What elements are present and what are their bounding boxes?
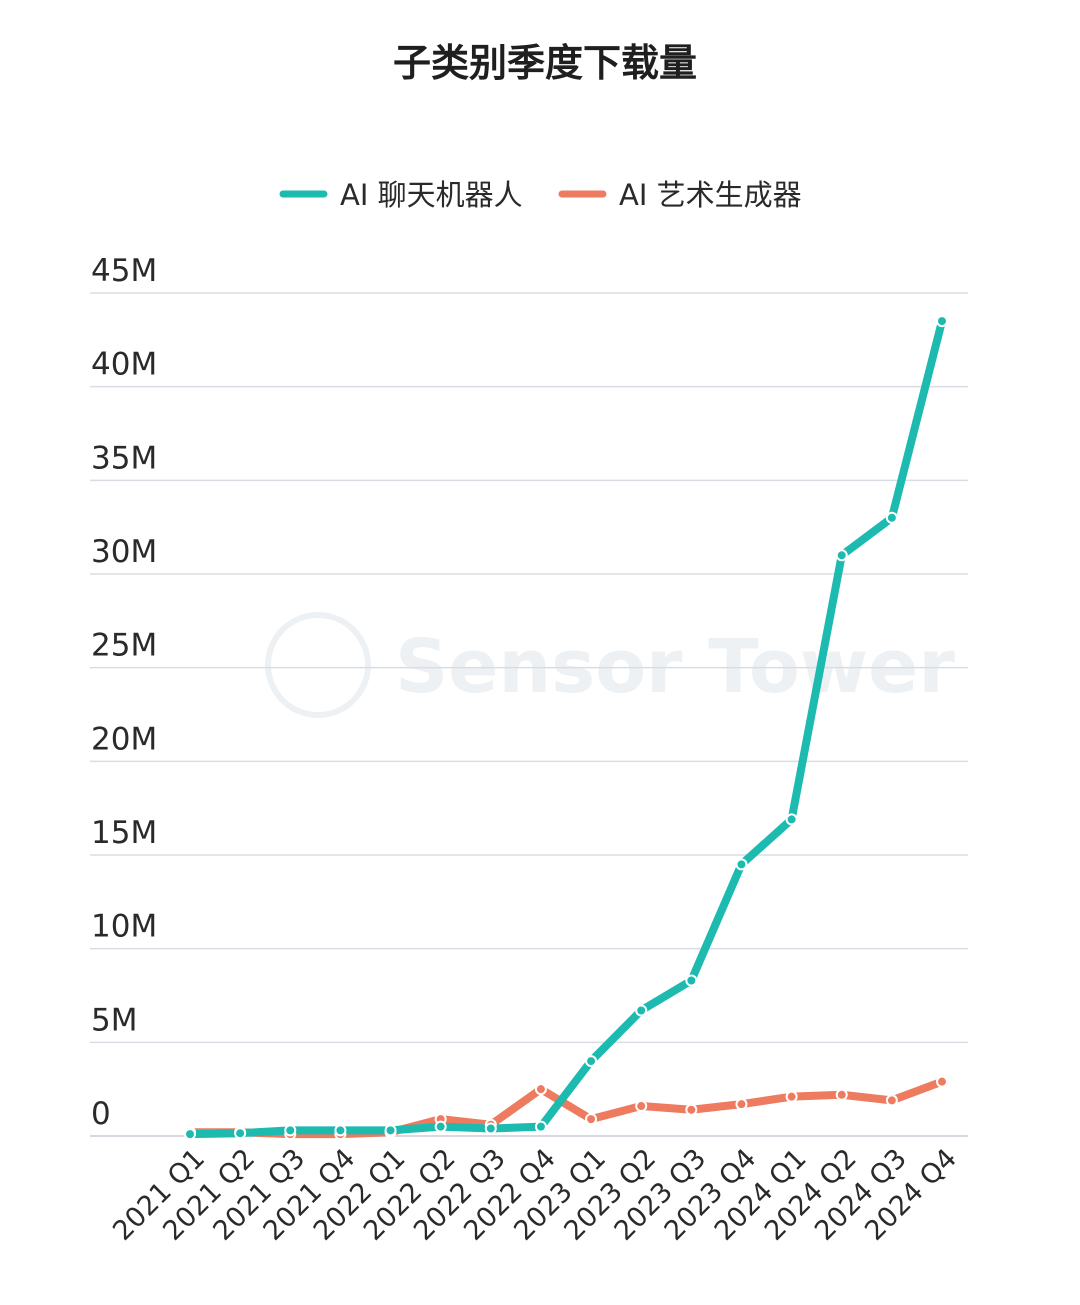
watermark: Sensor Tower [265, 612, 955, 718]
data-point[interactable] [284, 1124, 297, 1137]
series-lines [186, 317, 946, 1139]
data-point[interactable] [534, 1083, 547, 1096]
data-point[interactable] [936, 1075, 948, 1088]
data-point[interactable] [685, 974, 698, 987]
data-point[interactable] [635, 1004, 648, 1017]
y-tick-label: 30M [91, 534, 157, 570]
data-point[interactable] [735, 858, 748, 871]
legend: AI 聊天机器人 AI 艺术生成器 [279, 178, 802, 212]
data-point[interactable] [835, 1088, 848, 1101]
data-point[interactable] [885, 1094, 898, 1107]
data-point[interactable] [184, 1128, 196, 1141]
data-point[interactable] [785, 813, 798, 826]
data-point[interactable] [585, 1055, 598, 1068]
data-point[interactable] [936, 315, 948, 328]
data-point[interactable] [534, 1120, 547, 1133]
y-tick-label: 35M [91, 440, 157, 476]
chart-title: 子类别季度下载量 [393, 41, 697, 85]
data-point[interactable] [685, 1103, 698, 1116]
y-tick-label: 10M [91, 909, 157, 945]
data-point[interactable] [635, 1100, 648, 1113]
data-point[interactable] [434, 1120, 447, 1133]
watermark-logo-icon [265, 612, 371, 718]
y-tick-label: 40M [91, 347, 157, 383]
grid-lines [90, 292, 968, 1137]
data-point[interactable] [785, 1090, 798, 1103]
data-point[interactable] [835, 549, 848, 562]
data-point[interactable] [234, 1127, 247, 1140]
data-point[interactable] [384, 1124, 397, 1137]
data-point[interactable] [885, 511, 898, 524]
legend-label-art-generator: AI 艺术生成器 [619, 178, 802, 212]
y-tick-label: 45M [91, 253, 157, 289]
data-point[interactable] [334, 1124, 347, 1137]
y-tick-label: 20M [91, 721, 157, 757]
legend-label-chatbot: AI 聊天机器人 [340, 178, 523, 212]
y-tick-label: 15M [91, 815, 157, 851]
series-line-0 [186, 317, 946, 1139]
y-tick-label: 0 [91, 1096, 111, 1132]
y-tick-label: 25M [91, 628, 157, 664]
data-point[interactable] [585, 1113, 598, 1126]
data-point[interactable] [735, 1098, 748, 1111]
series-points [184, 315, 948, 1141]
y-tick-label: 5M [91, 1002, 137, 1038]
y-axis-ticks: 0 5M 10M 15M 20M 25M 30M 35M 40M 45M [91, 253, 157, 1132]
data-point[interactable] [484, 1122, 497, 1135]
